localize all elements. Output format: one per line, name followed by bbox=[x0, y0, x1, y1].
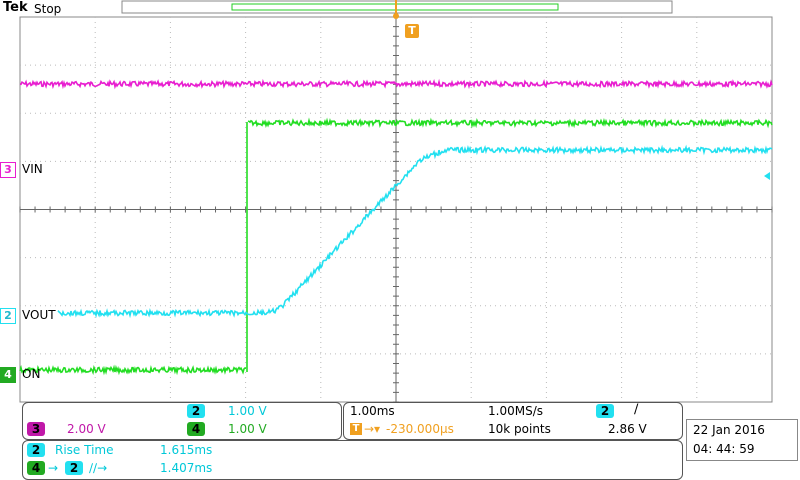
vout-label: VOUT bbox=[22, 308, 56, 322]
timebase-panel: 1.00ms 1.00MS/s 2 ∕ T →▾ -230.000µs 10k … bbox=[343, 402, 683, 440]
date-display: 22 Jan 2016 bbox=[693, 423, 765, 437]
waveform-traces bbox=[19, 78, 773, 376]
ch3-scale-value: 2.00 V bbox=[67, 422, 106, 436]
ch2-scale-badge[interactable]: 2 bbox=[187, 404, 205, 418]
vin-label: VIN bbox=[22, 162, 43, 176]
graticule-grid bbox=[19, 16, 773, 403]
measurements-panel: 2 Rise Time 1.615ms 4 → 2 ∕∕→ 1.407ms bbox=[22, 440, 683, 480]
trigger-offset-value: -230.000µs bbox=[386, 422, 454, 436]
time-display: 04: 44: 59 bbox=[693, 442, 755, 456]
ch4-on-trace-high bbox=[247, 117, 773, 129]
measurement-1-name: Rise Time bbox=[55, 443, 114, 457]
ch4-scale-badge[interactable]: 4 bbox=[187, 422, 205, 436]
ch3-vin-trace bbox=[19, 78, 773, 90]
sample-rate: 1.00MS/s bbox=[488, 404, 543, 418]
measurement-2-target-badge[interactable]: 2 bbox=[65, 461, 83, 475]
ch2-scale-value: 1.00 V bbox=[228, 404, 267, 418]
acquisition-state: Stop bbox=[34, 2, 62, 16]
trigger-level: 2.86 V bbox=[608, 422, 647, 436]
datetime-panel: 22 Jan 2016 04: 44: 59 bbox=[686, 419, 798, 461]
trigger-marker-icon: T bbox=[405, 24, 419, 38]
measurement-2-name: ∕∕→ bbox=[89, 461, 108, 475]
ch4-number-badge[interactable]: 4 bbox=[0, 367, 16, 383]
ch3-number-badge[interactable]: 3 bbox=[0, 162, 16, 178]
measurement-2-value: 1.407ms bbox=[160, 461, 213, 475]
vertical-scale-panel: 2 1.00 V 3 2.00 V 4 1.00 V bbox=[22, 402, 342, 440]
measurement-1-value: 1.615ms bbox=[160, 443, 213, 457]
ch2-number-badge[interactable]: 2 bbox=[0, 308, 16, 324]
trigger-level-marker[interactable] bbox=[764, 172, 770, 180]
measurement-1-source-badge[interactable]: 2 bbox=[27, 443, 45, 457]
time-per-division: 1.00ms bbox=[350, 404, 395, 418]
ch4-on-trace bbox=[19, 364, 247, 376]
ch3-scale-badge[interactable]: 3 bbox=[27, 422, 45, 436]
record-length: 10k points bbox=[488, 422, 551, 436]
trigger-offset-arrow-icon: →▾ bbox=[364, 422, 381, 436]
ch2-vout-trace bbox=[57, 144, 773, 319]
brand-logo: Tek bbox=[3, 0, 28, 15]
trigger-position-dot bbox=[393, 13, 399, 19]
measurement-2-source-badge[interactable]: 4 bbox=[27, 461, 45, 475]
ch4-scale-value: 1.00 V bbox=[228, 422, 267, 436]
trigger-slope-icon: ∕ bbox=[634, 402, 639, 417]
measurement-2-arrow-icon: → bbox=[48, 461, 59, 475]
trigger-source-badge[interactable]: 2 bbox=[596, 404, 614, 418]
trigger-offset-icon: T bbox=[350, 423, 362, 435]
on-label: ON bbox=[22, 367, 41, 381]
